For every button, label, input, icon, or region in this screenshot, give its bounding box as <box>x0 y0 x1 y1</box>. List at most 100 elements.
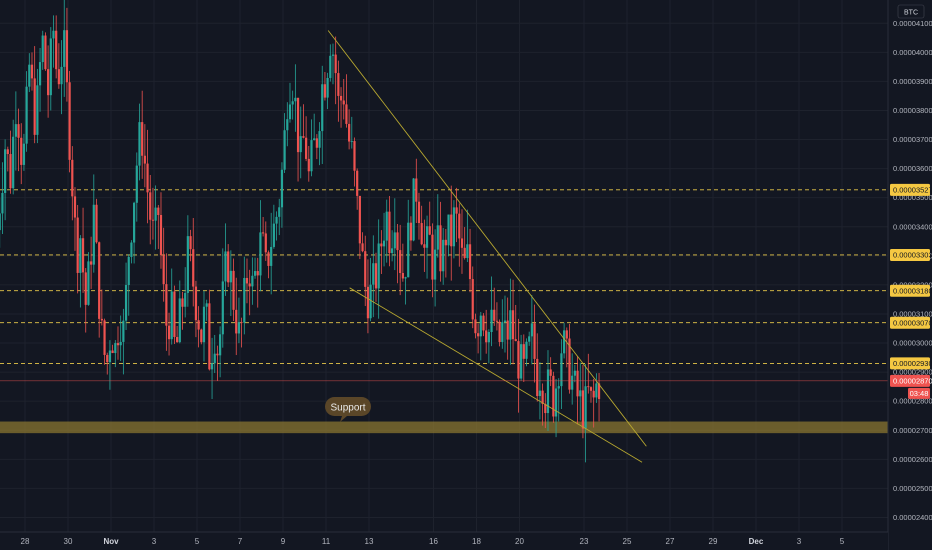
candle-body <box>184 292 187 307</box>
candle-body <box>143 155 146 164</box>
candle-body <box>439 225 442 272</box>
candle-body <box>339 95 343 101</box>
candle-body <box>202 306 206 343</box>
candle-body <box>391 248 394 254</box>
x-axis-background <box>0 532 888 550</box>
candle-body <box>240 322 243 324</box>
candle-body <box>176 336 179 343</box>
candle-body <box>12 136 15 189</box>
candle-body <box>275 216 278 224</box>
candle-body <box>81 238 85 273</box>
candle-body <box>315 138 318 148</box>
y-tick-label: 0.00002900 <box>893 368 932 377</box>
candle-body <box>538 390 542 397</box>
candle-body <box>151 219 155 221</box>
candle-body <box>331 54 335 56</box>
level-price-label: 0.00003070 <box>893 318 932 327</box>
candle-body <box>401 273 404 279</box>
y-tick-label: 0.00003000 <box>893 339 932 348</box>
candle-body <box>329 55 332 78</box>
candle-body <box>84 272 87 305</box>
trendlines[interactable] <box>327 30 647 463</box>
candle-body <box>374 263 378 289</box>
candle-body <box>323 84 327 98</box>
candle-body <box>471 279 474 320</box>
candle-body <box>565 330 568 339</box>
candle-body <box>501 322 504 343</box>
support-label: Support <box>330 403 365 414</box>
candle-body <box>245 277 249 284</box>
candlesticks <box>0 0 601 463</box>
candle-body <box>511 310 515 340</box>
level-price-tag <box>890 284 930 297</box>
candle-body <box>221 281 224 335</box>
candle-body <box>280 169 284 208</box>
currency-badge-label: BTC <box>904 10 918 17</box>
candle-body <box>409 222 413 241</box>
candle-body <box>116 343 120 346</box>
candle-body <box>213 353 216 364</box>
candle-body <box>423 244 426 248</box>
level-price-tag <box>890 248 930 261</box>
candle-body <box>337 73 340 96</box>
candle-body <box>259 232 262 276</box>
candle-body <box>149 192 152 220</box>
x-axis[interactable]: 28 30 Nov 3 5 7 9 11 13 16 18 20 23 25 27 29 Dec 3 5 <box>0 531 888 550</box>
candle-body <box>33 78 36 135</box>
y-tick-label: 0.00002700 <box>893 426 932 435</box>
candle-body <box>141 122 144 156</box>
x-tick-label: Dec <box>749 537 764 546</box>
y-tick-label: 0.00003600 <box>893 164 932 173</box>
candle-body <box>549 369 552 376</box>
candle-body <box>133 202 136 243</box>
x-tick-label: 5 <box>195 537 200 546</box>
candle-body <box>30 64 34 79</box>
y-tick-label: 0.00004000 <box>893 48 932 57</box>
candle-body <box>495 320 499 322</box>
current-price-tag <box>890 374 930 387</box>
candle-body <box>6 149 9 155</box>
candle-body <box>76 217 79 273</box>
candle-body <box>65 30 69 83</box>
x-tick-label: 11 <box>322 537 331 546</box>
candle-body <box>38 62 42 86</box>
x-tick-label: 7 <box>238 537 243 546</box>
candle-body <box>124 284 128 321</box>
support-zone[interactable] <box>0 421 888 434</box>
candle-body <box>219 334 222 356</box>
x-tick-label: 20 <box>515 537 524 546</box>
candle-body <box>356 170 359 196</box>
candle-body <box>498 321 501 343</box>
candle-body <box>186 236 189 293</box>
candle-body <box>130 242 133 257</box>
candle-body <box>157 207 160 215</box>
countdown-label: 03:48 <box>910 389 929 398</box>
y-axis[interactable]: 0.00004100 0.00004000 0.00003900 0.00003800… <box>887 0 932 550</box>
candle-body <box>243 277 246 323</box>
candle-body <box>296 97 300 153</box>
candle-body <box>388 211 391 254</box>
candle-body <box>79 238 82 273</box>
y-tick-label: 0.00003900 <box>893 77 932 86</box>
candle-body <box>283 130 286 170</box>
candle-body <box>253 271 257 276</box>
support-callout-pointer <box>340 416 347 422</box>
candle-body <box>235 309 238 334</box>
candle-body <box>294 97 297 102</box>
candle-body <box>466 244 469 259</box>
candle-body <box>369 284 372 319</box>
y-tick-label: 0.00002800 <box>893 397 932 406</box>
candle-body <box>55 30 58 70</box>
candle-body <box>227 251 230 283</box>
candle-body <box>25 86 28 144</box>
level-price-label: 0.00003527 <box>893 185 932 194</box>
candle-body <box>546 369 550 414</box>
trendline[interactable] <box>349 287 643 463</box>
trendline[interactable] <box>327 30 647 447</box>
candle-body <box>200 329 203 343</box>
candle-body <box>595 383 598 398</box>
candle-body <box>63 30 66 67</box>
candle-body <box>407 222 410 278</box>
candle-body <box>278 207 281 217</box>
